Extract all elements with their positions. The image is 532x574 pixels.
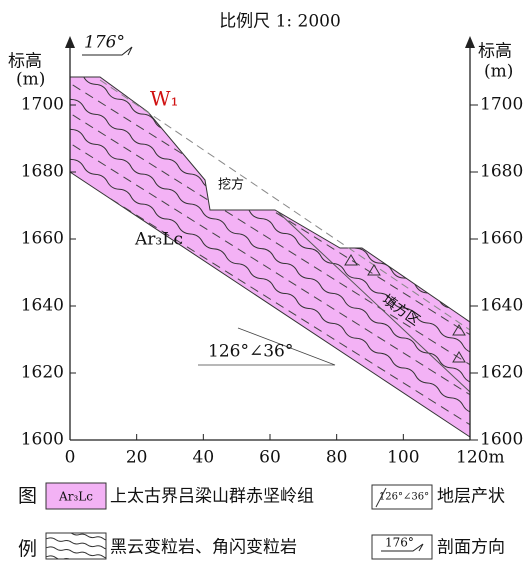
- well-label: W₁: [150, 87, 179, 111]
- legend-symbol: Ar₃Lc: [58, 490, 93, 504]
- left-axis-label: 标高: [8, 52, 42, 72]
- legend-label: 黑云变粒岩、角闪变粒岩: [110, 538, 297, 558]
- section-bearing: 176°: [84, 33, 125, 53]
- formation-label: Ar₃Lc: [134, 230, 183, 250]
- legend-label: 地层产状: [437, 487, 505, 507]
- rock-body: [70, 77, 470, 437]
- x-tick-label: 100: [387, 448, 419, 468]
- y-tick-label: 1640: [480, 296, 523, 316]
- y-tick-label: 1620: [21, 363, 64, 383]
- x-tick-label: 0: [65, 448, 76, 468]
- legend-title: 图: [18, 485, 37, 507]
- left-axis-unit: (m): [16, 70, 45, 90]
- y-tick-label: 1680: [480, 162, 523, 182]
- x-tick-label: 120m: [456, 448, 505, 468]
- y-tick-label: 1700: [21, 95, 64, 115]
- axis-arrow: [65, 36, 75, 48]
- legend-label: 上太古界吕梁山群赤坚岭组: [110, 487, 314, 507]
- legend-title: 例: [18, 538, 37, 560]
- y-tick-label: 1640: [21, 296, 64, 316]
- legend-symbol: 176°: [385, 536, 414, 550]
- title: 比例尺 1: 2000: [219, 12, 341, 32]
- section-diagram: 比例尺 1: 2000 标高 (m) 标高 (m) 176° W₁ 挖方 填方区…: [0, 0, 532, 570]
- x-tick-label: 60: [259, 448, 281, 468]
- y-tick-label: 1620: [480, 363, 523, 383]
- x-tick-label: 20: [126, 448, 148, 468]
- y-tick-label: 1700: [480, 95, 523, 115]
- x-tick-label: 80: [326, 448, 348, 468]
- legend-symbol: 126°∠36°: [379, 492, 429, 503]
- axis-arrow: [465, 36, 475, 48]
- y-tick-label: 1600: [480, 430, 523, 450]
- legend-label: 剖面方向: [437, 538, 505, 558]
- y-tick-label: 1600: [21, 430, 64, 450]
- y-tick-label: 1680: [21, 162, 64, 182]
- attitude-label: 126°∠36°: [208, 342, 293, 362]
- y-tick-label: 1660: [21, 229, 64, 249]
- x-tick-label: 40: [193, 448, 215, 468]
- excavation-label: 挖方: [218, 177, 244, 193]
- dashed-line: [60, 107, 480, 371]
- right-axis-label: 标高: [478, 42, 512, 62]
- y-tick-label: 1660: [480, 229, 523, 249]
- right-axis-unit: (m): [484, 62, 513, 82]
